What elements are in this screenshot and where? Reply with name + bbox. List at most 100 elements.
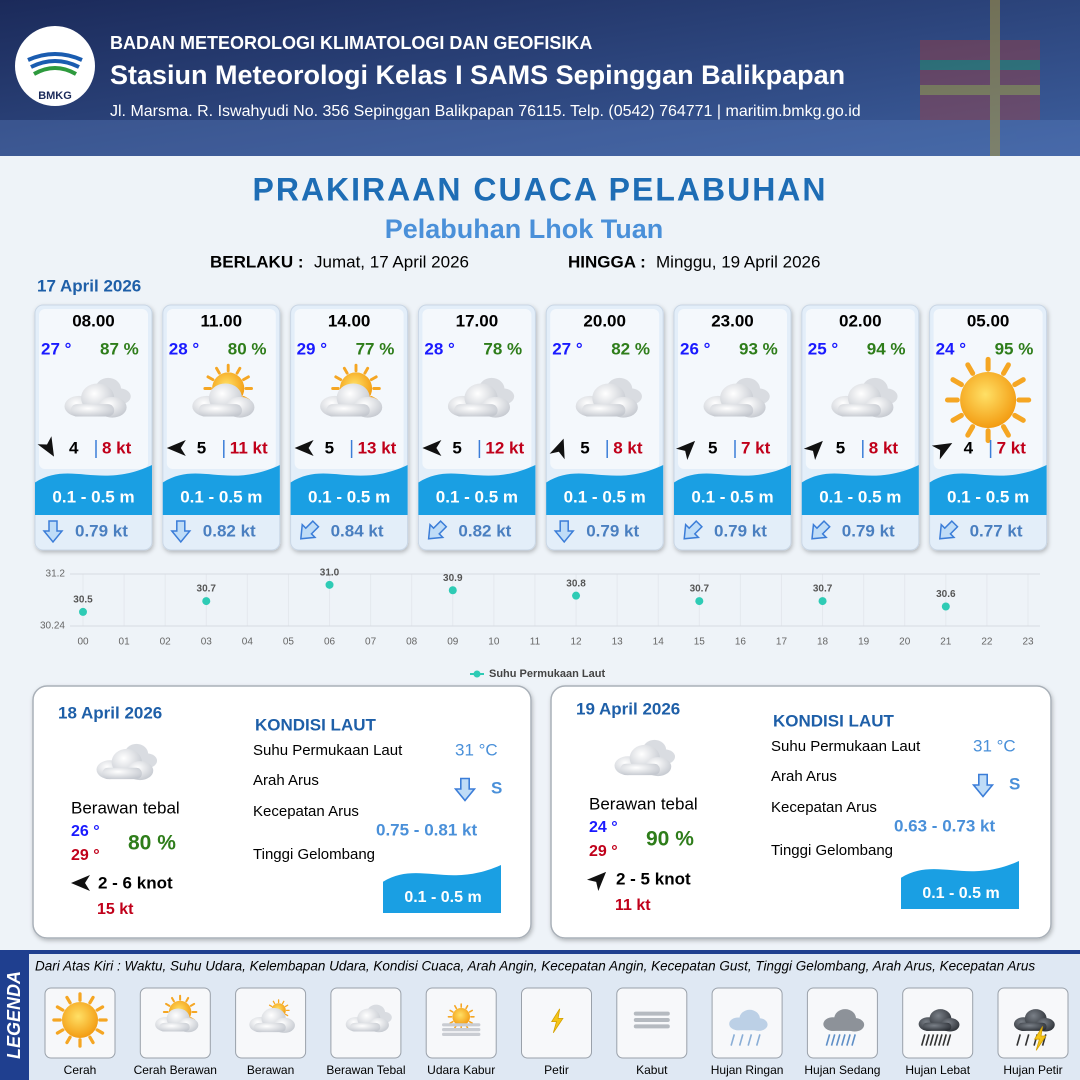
x-tick-label: 22 (981, 637, 993, 648)
sun-ray (950, 377, 964, 388)
cloud-part (198, 404, 242, 417)
data-point (325, 580, 334, 589)
cloud-part (102, 767, 142, 780)
humidity: 80 % (128, 832, 176, 855)
current-arrow (170, 520, 192, 544)
current-arrow (971, 773, 995, 798)
wind-speed: 5 (708, 438, 717, 457)
gust: 8 kt (613, 438, 643, 457)
x-tick-label: 23 (1022, 637, 1034, 648)
x-tick-label: 14 (653, 637, 665, 648)
temperature: 29 ° (297, 339, 328, 358)
sun-ray (465, 1004, 469, 1010)
humidity: 95 % (995, 339, 1034, 358)
legend-description: Dari Atas Kiri : Waktu, Suhu Udara, Kele… (35, 959, 1035, 974)
gust: 8 kt (102, 438, 132, 457)
legend-item: Cerah Berawan (134, 1063, 217, 1077)
condition: Berawan tebal (71, 798, 180, 817)
sun-ray (215, 366, 221, 375)
logo-arc (33, 66, 77, 76)
weather-icon (320, 363, 383, 418)
data-label: 30.7 (197, 584, 217, 595)
current-speed: 0.79 kt (714, 521, 767, 540)
wind-arrow (931, 443, 953, 460)
time: 08.00 (72, 311, 115, 330)
humidity: 82 % (611, 339, 650, 358)
label: Tinggi Gelombang (253, 846, 375, 863)
wave-area (546, 465, 664, 515)
label: Arah Arus (253, 772, 319, 789)
current-direction: S (491, 778, 502, 797)
sun-ray (950, 412, 964, 423)
gust: 7 kt (741, 438, 771, 457)
sun-disc (960, 372, 1017, 428)
x-tick-label: 08 (406, 637, 418, 648)
weather-icon (823, 1009, 865, 1046)
sun-disc (452, 1008, 470, 1026)
sun-ray (1012, 412, 1026, 423)
x-tick-label: 07 (365, 637, 377, 648)
header-decoration (0, 0, 1080, 156)
wave-height: 0.1 - 0.5 m (922, 885, 999, 902)
sun-ray (965, 362, 976, 376)
sun-ray (334, 375, 343, 382)
cloud-part (581, 404, 626, 417)
wave-area (162, 465, 280, 515)
humidity: 77 % (356, 339, 395, 358)
x-tick-label: 21 (940, 637, 952, 648)
sun-ray (55, 1028, 65, 1035)
weather-icon (1013, 1009, 1055, 1051)
wave-height: 0.1 - 0.5 m (819, 487, 901, 506)
day-date: 17 April 2026 (37, 276, 141, 295)
rain (933, 1034, 939, 1046)
sst: 31 °C (455, 740, 498, 759)
legend-item: Cerah (64, 1063, 97, 1077)
rain (846, 1034, 851, 1046)
temp-max: 29 ° (589, 843, 618, 860)
temp-min: 24 ° (589, 819, 618, 836)
current-speed: 0.79 kt (842, 521, 895, 540)
sun-ray (284, 1004, 289, 1008)
y-tick-label: 30.24 (40, 621, 65, 632)
rain (825, 1034, 831, 1046)
wind-arrow (166, 440, 186, 456)
rain (1024, 1034, 1030, 1046)
wave-area (929, 465, 1047, 515)
x-tick-label: 06 (324, 637, 336, 648)
wind-arrow (549, 438, 565, 460)
sun-ray (272, 1000, 276, 1005)
rain (840, 1034, 846, 1046)
rain (937, 1034, 943, 1046)
current-arrow (811, 520, 831, 540)
sun-ray (88, 995, 95, 1005)
wave-height: 0.1 - 0.5 m (52, 487, 134, 506)
wave-area (383, 865, 501, 913)
legend-item: Petir (544, 1063, 569, 1077)
to: Minggu, 19 April 2026 (656, 252, 820, 271)
label: Kecepatan Arus (253, 803, 359, 820)
wind-arrow (37, 436, 54, 457)
current-speed: 0.77 kt (970, 521, 1023, 540)
humidity: 94 % (867, 339, 906, 358)
current-arrow (42, 520, 64, 544)
sun-ray (369, 375, 378, 382)
x-tick-label: 11 (530, 637, 541, 648)
gust: 11 kt (230, 438, 268, 457)
wind-speed: 5 (836, 438, 845, 457)
time: 23.00 (711, 311, 754, 330)
x-tick-label: 17 (776, 637, 788, 648)
rain (942, 1034, 948, 1046)
sun-ray (1012, 377, 1026, 388)
data-point (79, 607, 87, 616)
time: 20.00 (583, 311, 626, 330)
gust: 11 kt (615, 897, 651, 914)
gust: 12 kt (485, 438, 524, 457)
rain (830, 1034, 836, 1046)
cloud-part (827, 1022, 856, 1031)
sun-ray (95, 1005, 105, 1012)
sea-heading: KONDISI LAUT (255, 715, 377, 734)
rain (747, 1034, 753, 1046)
sun-ray (449, 1020, 454, 1024)
temperature: 28 ° (424, 339, 455, 358)
